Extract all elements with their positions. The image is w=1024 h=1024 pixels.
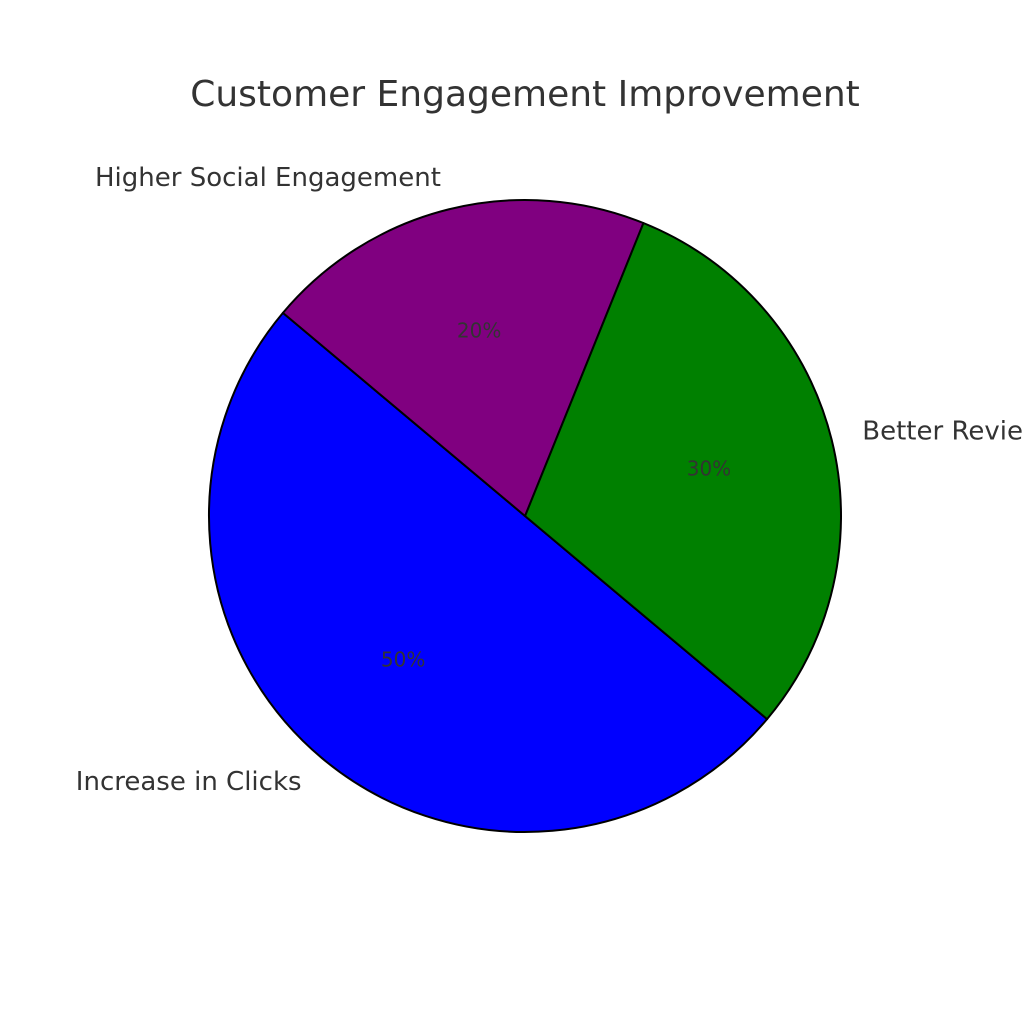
pie-slice [524,222,842,721]
value-label: 30% [687,457,731,481]
chart-title: Customer Engagement Improvement [190,74,860,115]
pie-slice [281,199,645,517]
value-label: 50% [381,648,425,672]
slice-label: Increase in Clicks [76,767,302,797]
pie-slice [208,311,769,833]
slice-label: Higher Social Engagement [95,163,441,193]
slice-label: Better Reviews [862,416,1024,446]
value-label: 20% [457,319,501,343]
